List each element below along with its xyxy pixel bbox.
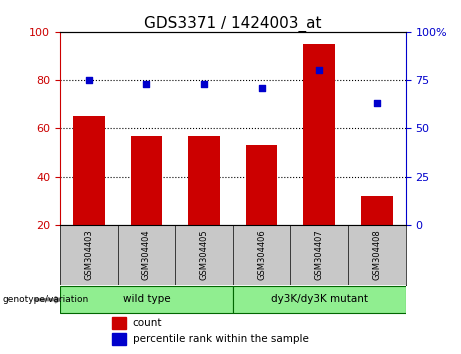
Point: [142, 81, 150, 87]
Text: GSM304407: GSM304407: [315, 229, 324, 280]
Text: GSM304408: GSM304408: [372, 229, 381, 280]
Bar: [60, 286, 233, 313]
Bar: [130, 136, 162, 225]
Text: genotype/variation: genotype/variation: [2, 295, 89, 304]
Text: wild type: wild type: [123, 294, 170, 304]
Point: [85, 77, 92, 83]
Text: GSM304406: GSM304406: [257, 229, 266, 280]
Bar: [112, 333, 125, 345]
Text: GSM304404: GSM304404: [142, 229, 151, 280]
Bar: [233, 286, 406, 313]
Bar: [361, 196, 393, 225]
Bar: [188, 136, 220, 225]
Text: GSM304405: GSM304405: [200, 229, 208, 280]
Point: [315, 68, 323, 73]
Point: [258, 85, 266, 91]
Text: dy3K/dy3K mutant: dy3K/dy3K mutant: [271, 294, 368, 304]
Point: [200, 81, 207, 87]
Text: count: count: [133, 318, 162, 328]
Point: [373, 101, 381, 106]
Bar: [73, 116, 105, 225]
Bar: [303, 44, 335, 225]
Title: GDS3371 / 1424003_at: GDS3371 / 1424003_at: [144, 16, 322, 32]
Bar: [112, 317, 125, 329]
Bar: [246, 145, 278, 225]
Text: percentile rank within the sample: percentile rank within the sample: [133, 334, 308, 344]
Text: GSM304403: GSM304403: [84, 229, 93, 280]
